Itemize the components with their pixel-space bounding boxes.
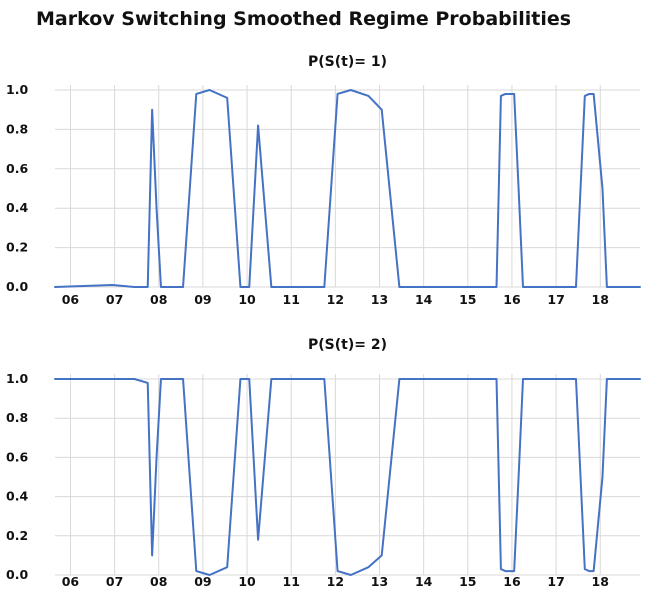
panel-2-y-tick-label: 1.0 xyxy=(6,371,28,386)
panel-2-y-tick-label: 0.8 xyxy=(6,410,28,425)
panel-2-y-tick-label: 0.0 xyxy=(6,567,28,582)
panel-1-y-tick-label: 0.2 xyxy=(6,240,28,255)
panel-2-x-tick-label: 15 xyxy=(459,574,476,588)
panel-2-y-tick-label: 0.4 xyxy=(6,489,28,504)
panel-1-x-tick-label: 13 xyxy=(371,292,388,307)
panel-2-y-tick-label: 0.2 xyxy=(6,528,28,543)
panel-2-series-line-1 xyxy=(54,378,641,576)
panel-1-x-tick-label: 09 xyxy=(194,292,211,307)
panel-2-x-tick-label: 18 xyxy=(592,574,609,588)
panel-1-y-tick-label: 1.0 xyxy=(6,82,28,97)
panel-1-x-tick-label: 18 xyxy=(592,292,609,307)
panel-2-x-tick-label: 10 xyxy=(238,574,256,588)
panel-1-x-tick-label: 06 xyxy=(62,292,80,307)
chart-title: Markov Switching Smoothed Regime Probabi… xyxy=(36,8,571,30)
panel-1-x-tick-label: 07 xyxy=(106,292,123,307)
panel-1-x-tick-label: 17 xyxy=(547,292,564,307)
panel-1-y-tick-label: 0.6 xyxy=(6,161,28,176)
panel-1-y-tick-label: 0.4 xyxy=(6,200,28,215)
panel-1-x-tick-label: 11 xyxy=(283,292,300,307)
panel-2-x-tick-label: 07 xyxy=(106,574,123,588)
panel-1-x-tick-label: 15 xyxy=(459,292,476,307)
panel-2-x-tick-label: 13 xyxy=(371,574,388,588)
panel-2: P(S(t)= 2) 1.0 0.8 0.6 0.4 0.2 0.0 06 07 08 09 10 11… xyxy=(6,337,641,589)
panel-2-x-tick-label: 08 xyxy=(150,574,167,588)
panel-2-title: P(S(t)= 2) xyxy=(308,337,387,353)
panel-2-y-tick-label: 0.6 xyxy=(6,449,28,464)
panel-1-title: P(S(t)= 1) xyxy=(308,54,387,70)
panel-2-x-tick-label: 16 xyxy=(503,574,521,588)
panel-1-x-tick-label: 12 xyxy=(327,292,344,307)
panel-2-x-tick-label: 09 xyxy=(194,574,211,588)
panel-2-x-tick-label: 06 xyxy=(62,574,80,588)
panel-1-series-line-1 xyxy=(54,89,641,288)
panel-1-x-tick-label: 16 xyxy=(503,292,521,307)
panel-1-x-tick-label: 14 xyxy=(415,292,433,307)
panel-2-x-tick-label: 14 xyxy=(415,574,433,588)
panel-2-x-tick-label: 11 xyxy=(283,574,300,588)
panel-2-x-tick-label: 17 xyxy=(547,574,564,588)
panel-1-y-tick-label: 0.8 xyxy=(6,121,28,136)
panel-1: P(S(t)= 1) 1.0 0.8 0.6 0.4 0.2 0.0 06 07 08 09 10 11… xyxy=(6,54,641,307)
panel-2-x-tick-label: 12 xyxy=(327,574,344,588)
panel-1-y-tick-label: 0.0 xyxy=(6,279,28,294)
panel-1-x-tick-label: 10 xyxy=(238,292,256,307)
panel-1-x-tick-label: 08 xyxy=(150,292,167,307)
